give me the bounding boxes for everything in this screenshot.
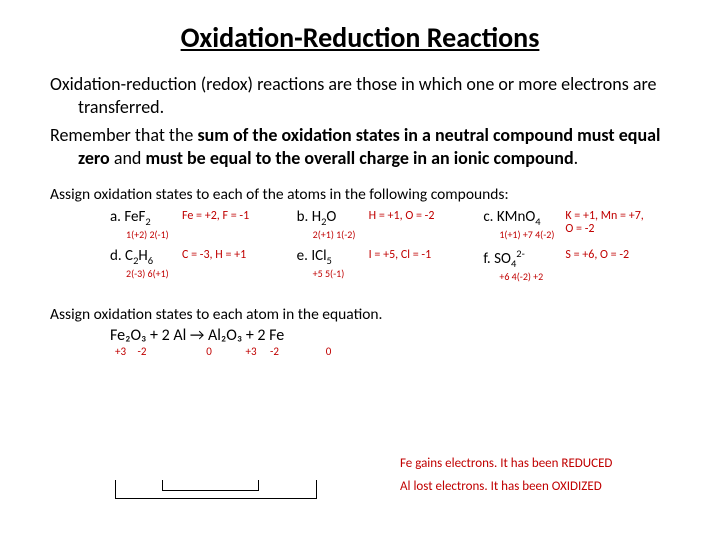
comp-f-sup: 2- (516, 247, 525, 260)
equation: Fe₂O₃ + 2 Al → Al₂O₃ + 2 Fe (50, 326, 670, 345)
compound-d: d. C2H6 2(-3) 6(+1) C = -3, H = +1 (110, 247, 297, 283)
comp-a-calc: 1(+2) 2(-1) (110, 228, 297, 241)
st-fe1: +3 (115, 345, 135, 358)
section-1-prompt: Assign oxidation states to each of the a… (50, 185, 670, 204)
comp-b-calc: 2(+1) 1(-2) (297, 228, 484, 241)
comp-e-label: e. ICl (297, 247, 327, 265)
p2e: . (574, 147, 579, 169)
st-al1: 0 (175, 345, 243, 358)
slide-title: Oxidation-Reduction Reactions (50, 20, 670, 55)
comp-e-sub: 5 (327, 254, 332, 267)
comp-c-answer: K = +1, Mn = +7, O = -2 (565, 210, 643, 236)
comp-a-sub: 2 (145, 215, 150, 228)
compounds-row-2: d. C2H6 2(-3) 6(+1) C = -3, H = +1 e. IC… (50, 247, 670, 283)
compounds-row-1: a. FeF2 1(+2) 2(-1) Fe = +2, F = -1 b. H… (50, 208, 670, 241)
equation-oxidation-states: +3 -2 0 +3 -2 0 (50, 345, 670, 358)
p2d: must be equal to the overall charge in a… (145, 147, 573, 169)
section-2-prompt: Assign oxidation states to each atom in … (50, 305, 670, 324)
comp-d-answer: C = -3, H = +1 (182, 249, 246, 262)
comp-b-tail: O (326, 208, 336, 226)
comp-a-answer: Fe = +2, F = -1 (182, 210, 249, 223)
st-fe2: 0 (319, 345, 339, 358)
comp-a-label: a. FeF (110, 208, 145, 226)
comp-d-calc: 2(-3) 6(+1) (110, 267, 297, 280)
comp-b-answer: H = +1, O = -2 (369, 210, 435, 223)
p2a: Remember that the (50, 124, 197, 146)
redox-notes: Fe gains electrons. It has been REDUCED … (400, 452, 612, 499)
compound-f: f. SO42- +6 4(-2) +2 S = +6, O = -2 (483, 247, 670, 283)
comp-f-answer: S = +6, O = -2 (565, 249, 629, 262)
st-o1: -2 (138, 345, 173, 358)
redox-brackets (110, 480, 380, 510)
comp-c-label: c. KMnO (483, 208, 535, 226)
p2c: and (110, 147, 146, 169)
comp-f-calc: +6 4(-2) +2 (483, 270, 670, 283)
compound-a: a. FeF2 1(+2) 2(-1) Fe = +2, F = -1 (110, 208, 297, 241)
comp-d-s2: 6 (148, 254, 153, 267)
comp-c-ans2: O = -2 (565, 223, 643, 236)
comp-e-calc: +5 5(-1) (297, 267, 484, 280)
comp-c-sub: 4 (535, 215, 540, 228)
comp-d-mid: H (138, 247, 147, 265)
st-al2: +3 (246, 345, 268, 358)
note-oxidized: Al lost electrons. It has been OXIDIZED (400, 475, 612, 498)
compound-b: b. H2O 2(+1) 1(-2) H = +1, O = -2 (297, 208, 484, 241)
compound-e: e. ICl5 +5 5(-1) I = +5, Cl = -1 (297, 247, 484, 283)
paragraph-2: Remember that the sum of the oxidation s… (50, 124, 670, 169)
comp-d-label: d. C (110, 247, 133, 265)
comp-f-label: f. SO (483, 250, 511, 268)
paragraph-1: Oxidation-reduction (redox) reactions ar… (50, 73, 670, 118)
comp-b-label: b. H (297, 208, 321, 226)
st-o2: -2 (270, 345, 316, 358)
compound-c: c. KMnO4 1(+1) +7 4(-2) K = +1, Mn = +7,… (483, 208, 670, 241)
note-reduced: Fe gains electrons. It has been REDUCED (400, 452, 612, 475)
comp-e-answer: I = +5, Cl = -1 (369, 249, 432, 262)
